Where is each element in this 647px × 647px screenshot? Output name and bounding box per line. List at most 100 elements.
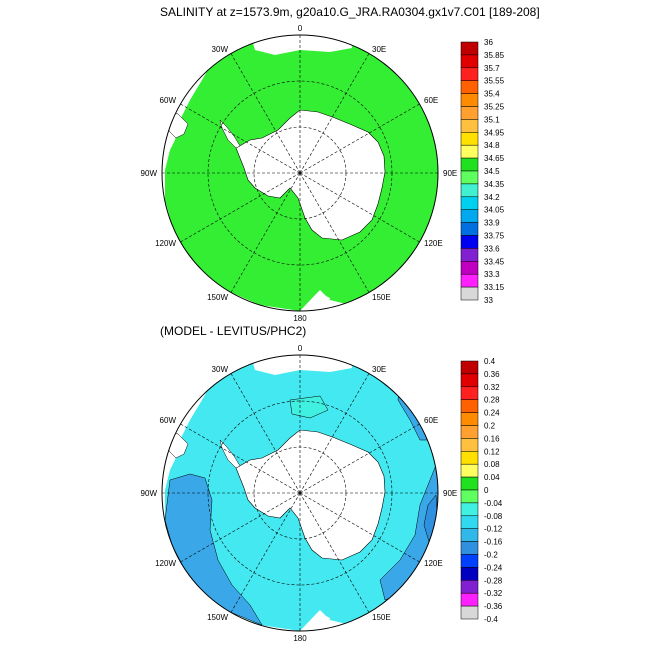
bottom-panel-title: (MODEL - LEVITUS/PHC2) [160, 324, 306, 338]
top-colorbar-label: 35.1 [484, 115, 500, 124]
bottom-lon-150e: 150E [372, 613, 391, 622]
top-lon-60e: 60E [424, 96, 438, 105]
top-lon-30w: 30W [212, 45, 229, 54]
top-colorbar-label: 33.6 [484, 244, 500, 253]
top-lon-150e: 150E [372, 293, 391, 302]
top-colorbar-label: 35.4 [484, 90, 500, 99]
bottom-colorbar-label: -0.32 [484, 589, 503, 598]
bottom-colorbar-box [460, 451, 479, 465]
bottom-colorbar-box [460, 386, 479, 400]
top-colorbar-box [460, 132, 479, 146]
top-lon-60w: 60W [160, 96, 177, 105]
bottom-lon-180: 180 [293, 634, 307, 643]
top-map-border [161, 34, 439, 312]
top-colorbar-box [460, 93, 479, 107]
top-colorbar-label: 35.25 [484, 103, 505, 112]
top-lon-90e: 90E [443, 169, 457, 178]
top-colorbar-label: 34.65 [484, 154, 505, 163]
bottom-lon-60e: 60E [424, 416, 438, 425]
top-colorbar-label: 33.15 [484, 283, 505, 292]
bottom-lon-90w: 90W [141, 489, 158, 498]
top-colorbar-box [460, 196, 479, 210]
bottom-colorbar-box [460, 360, 479, 375]
top-colorbar-label: 34.95 [484, 128, 505, 137]
bottom-lon-0: 0 [298, 344, 303, 353]
top-colorbar-box [460, 144, 479, 159]
bottom-colorbar-box [460, 567, 479, 581]
top-lon-0: 0 [298, 24, 303, 33]
top-colorbar-label: 35.55 [484, 77, 505, 86]
bottom-colorbar-label: 0.24 [484, 409, 500, 418]
top-lon-120e: 120E [424, 239, 443, 248]
top-colorbar-box [460, 80, 479, 94]
top-africa-land [424, 70, 438, 120]
bottom-north-land [250, 355, 352, 375]
bottom-lon-90e: 90E [443, 489, 457, 498]
bottom-colorbar-label: 0.28 [484, 396, 500, 405]
bottom-colorbar-label: -0.4 [484, 615, 498, 624]
top-colorbar-box [460, 170, 479, 185]
bottom-colorbar-box [460, 412, 479, 426]
bottom-colorbar-box [460, 463, 479, 478]
top-colorbar-label: 36 [484, 38, 493, 47]
bottom-lon-120e: 120E [424, 559, 443, 568]
bottom-colorbar-box [460, 502, 479, 517]
bottom-colorbar-box [460, 605, 479, 620]
top-lon-30e: 30E [372, 45, 386, 54]
top-colorbar-box [460, 235, 479, 249]
top-colorbar: 36 35.85 35.7 35.55 35.4 35.25 35.1 34.95 34.8 34… [460, 38, 505, 305]
bottom-colorbar-label: 0.04 [484, 473, 500, 482]
top-colorbar-label: 34.35 [484, 180, 505, 189]
bottom-lon-30w: 30W [212, 365, 229, 374]
bottom-lon-labels: 0 30E 60E 90E 120E 150E 180 150W 120W 90… [141, 344, 458, 643]
top-colorbar-box [460, 286, 479, 301]
top-colorbar-box [460, 54, 479, 69]
bottom-colorbar-box [460, 528, 479, 542]
top-colorbar-box [460, 157, 479, 172]
bottom-map: 0 30E 60E 90E 120E 150E 180 150W 120W 90… [141, 344, 458, 643]
bottom-colorbar-box [460, 541, 479, 555]
bottom-colorbar-label: -0.04 [484, 499, 503, 508]
bottom-colorbar-label: 0.16 [484, 434, 500, 443]
top-colorbar-label: 34.5 [484, 167, 500, 176]
bottom-colorbar-label: 0.12 [484, 447, 500, 456]
top-colorbar-label: 33.3 [484, 270, 500, 279]
bottom-sw-land [300, 612, 330, 631]
top-colorbar-label: 34.8 [484, 141, 500, 150]
bottom-colorbar-box [460, 425, 479, 439]
bottom-colorbar-label: -0.28 [484, 576, 503, 585]
bottom-colorbar-box [460, 580, 479, 594]
top-colorbar-label: 33 [484, 296, 493, 305]
bottom-colorbar-label: 0.08 [484, 460, 500, 469]
top-colorbar-box [460, 273, 479, 288]
bottom-lon-30e: 30E [372, 365, 386, 374]
top-colorbar-box [460, 41, 479, 56]
top-colorbar-box [460, 183, 479, 198]
bottom-pos-patch [289, 395, 329, 419]
bottom-colorbar-label: -0.08 [484, 512, 503, 521]
top-colorbar-box [460, 119, 479, 133]
bottom-lon-150w: 150W [207, 613, 228, 622]
bottom-colorbar-box [460, 489, 479, 504]
bottom-colorbar: 0.4 0.36 0.32 0.28 0.24 0.2 0.16 0.12 0.08 0.04 0 -… [460, 357, 503, 624]
top-colorbar-box [460, 222, 479, 236]
top-north-land [250, 35, 352, 55]
bottom-africa-land [424, 390, 438, 440]
bottom-colorbar-label: 0.2 [484, 422, 496, 431]
top-colorbar-label: 33.9 [484, 219, 500, 228]
bottom-colorbar-label: 0 [484, 486, 489, 495]
bottom-lon-60w: 60W [160, 416, 177, 425]
bottom-colorbar-box [460, 554, 479, 568]
top-colorbar-label: 33.45 [484, 257, 505, 266]
bottom-colorbar-box [460, 438, 479, 452]
bottom-colorbar-label: -0.2 [484, 551, 498, 560]
top-colorbar-box [460, 248, 479, 262]
top-colorbar-label: 34.2 [484, 193, 500, 202]
bottom-colorbar-label: -0.16 [484, 538, 503, 547]
bottom-colorbar-box [460, 399, 479, 413]
top-lon-labels: 0 30E 60E 90E 120E 150E 180 150W 120W 90… [141, 24, 458, 323]
top-lon-90w: 90W [141, 169, 158, 178]
bottom-colorbar-label: -0.12 [484, 525, 503, 534]
top-colorbar-label: 35.7 [484, 64, 500, 73]
